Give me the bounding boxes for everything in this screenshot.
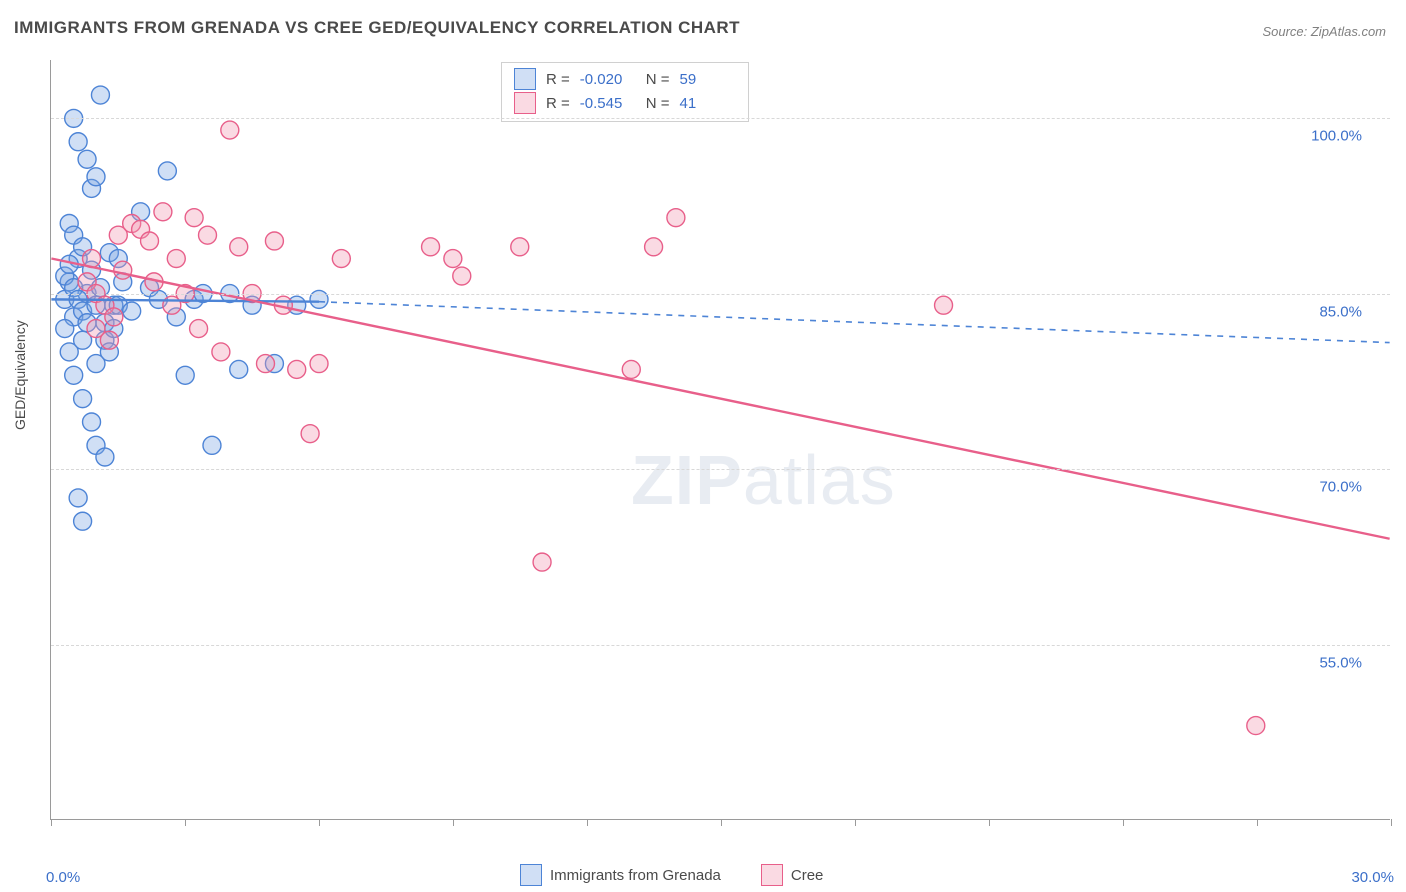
legend-bottom: Immigrants from Grenada Cree bbox=[520, 864, 823, 886]
swatch-series-0 bbox=[514, 68, 536, 90]
legend-row-series-1: R = -0.545 N = 41 bbox=[514, 91, 736, 115]
r-label: R = bbox=[546, 95, 570, 112]
n-value-1: 41 bbox=[680, 95, 736, 112]
swatch-series-0-icon bbox=[520, 864, 542, 886]
n-label: N = bbox=[646, 95, 670, 112]
r-value-1: -0.545 bbox=[580, 95, 636, 112]
r-label: R = bbox=[546, 71, 570, 88]
legend-item-0: Immigrants from Grenada bbox=[520, 864, 721, 886]
x-tick-30: 30.0% bbox=[1351, 869, 1394, 886]
legend-correlation: R = -0.020 N = 59 R = -0.545 N = 41 bbox=[501, 62, 749, 122]
chart-svg bbox=[51, 60, 1390, 819]
n-value-0: 59 bbox=[680, 71, 736, 88]
swatch-series-1-icon bbox=[761, 864, 783, 886]
swatch-series-1 bbox=[514, 92, 536, 114]
legend-row-series-0: R = -0.020 N = 59 bbox=[514, 67, 736, 91]
source-label: Source: ZipAtlas.com bbox=[1262, 24, 1386, 39]
y-tick-55: 55.0% bbox=[1319, 654, 1362, 671]
chart-title: IMMIGRANTS FROM GRENADA VS CREE GED/EQUI… bbox=[14, 18, 740, 38]
y-tick-85: 85.0% bbox=[1319, 303, 1362, 320]
n-label: N = bbox=[646, 71, 670, 88]
x-tick-0: 0.0% bbox=[46, 869, 80, 886]
legend-label-1: Cree bbox=[791, 867, 824, 884]
y-tick-100: 100.0% bbox=[1311, 128, 1362, 145]
legend-item-1: Cree bbox=[761, 864, 824, 886]
y-tick-70: 70.0% bbox=[1319, 479, 1362, 496]
y-axis-label: GED/Equivalency bbox=[12, 320, 28, 430]
r-value-0: -0.020 bbox=[580, 71, 636, 88]
legend-label-0: Immigrants from Grenada bbox=[550, 867, 721, 884]
plot-area: ZIPatlas R = -0.020 N = 59 R = -0.545 N … bbox=[50, 60, 1390, 820]
